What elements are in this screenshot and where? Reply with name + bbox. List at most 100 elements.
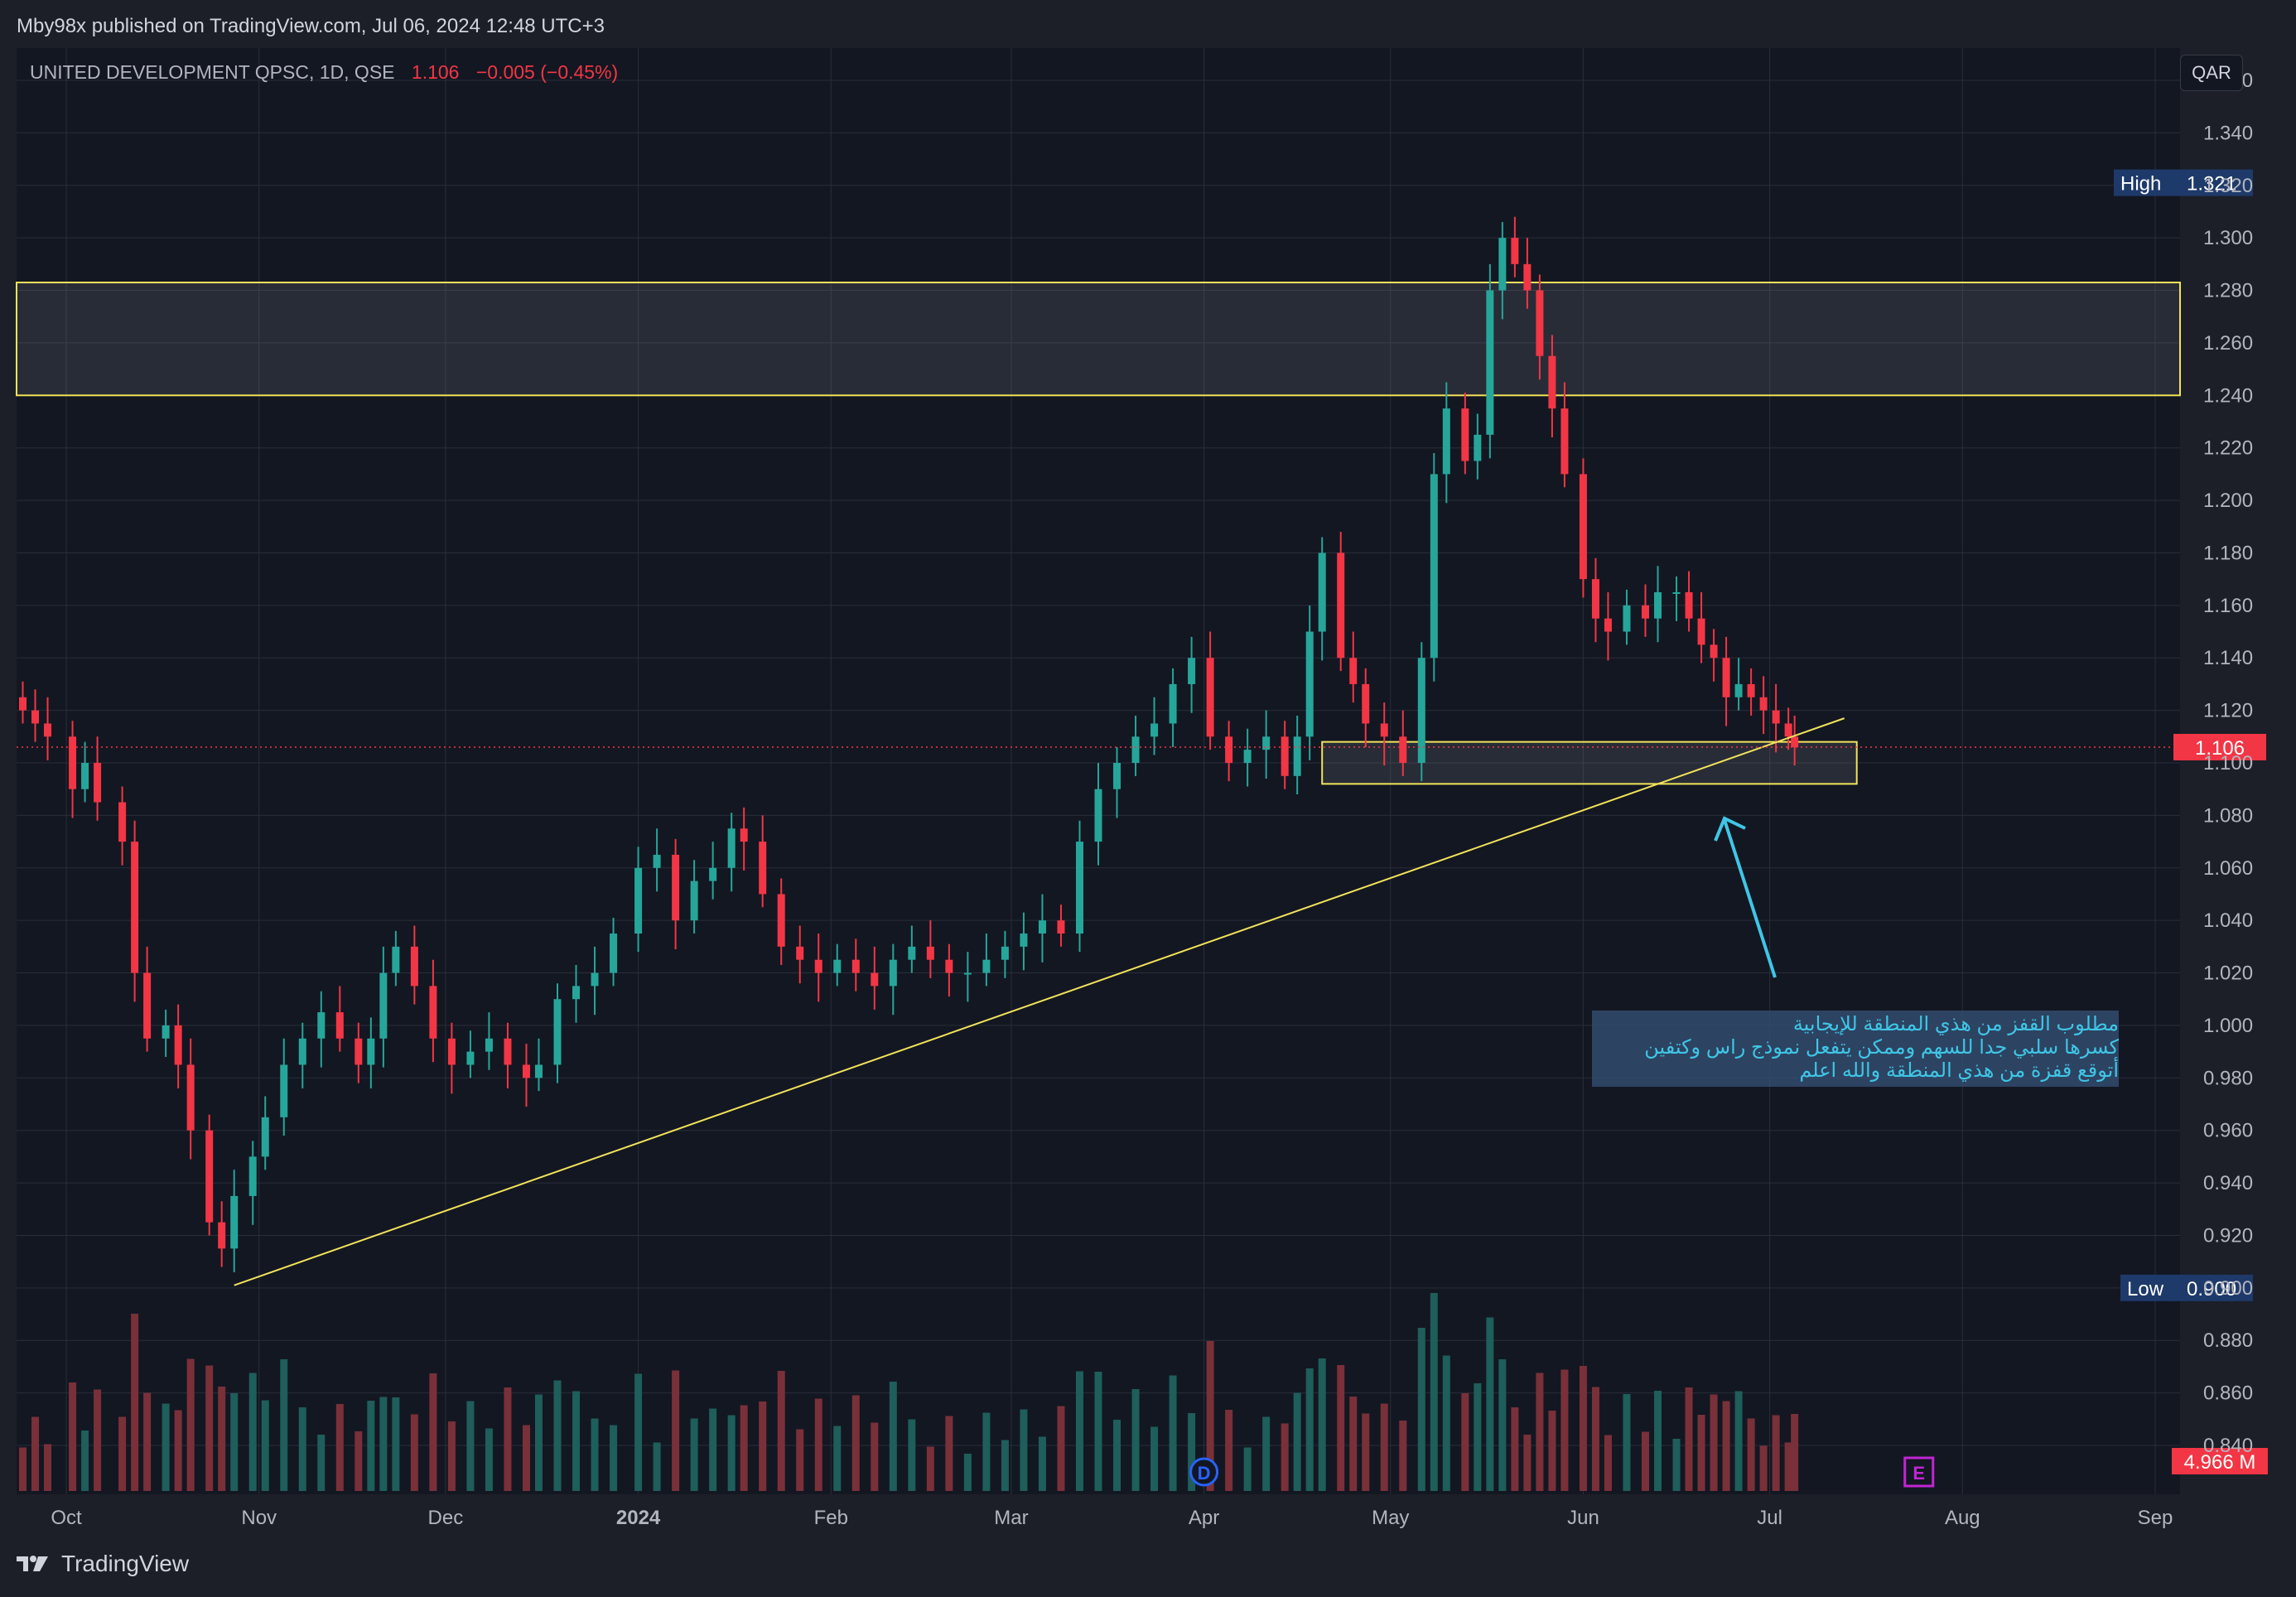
candle-body (81, 763, 89, 789)
time-tick-label: Aug (1945, 1507, 1980, 1529)
high-badge (2114, 169, 2253, 196)
candle-body (572, 986, 581, 1000)
candle-body (1784, 723, 1792, 737)
candle-body (1038, 920, 1046, 934)
annotation-box[interactable]: مطلوب القفز من هذي المنطقة للإيجابية كسر… (1592, 1011, 2119, 1087)
volume-bar (1461, 1393, 1469, 1491)
candle-body (522, 1064, 530, 1078)
volume-bar (1169, 1375, 1177, 1491)
price-tick-label: 1.060 (2203, 857, 2253, 880)
volume-bar (44, 1444, 52, 1491)
price-tick-label: 1.000 (2203, 1015, 2253, 1037)
volume-bar (280, 1359, 288, 1491)
candle-body (690, 881, 698, 921)
volume-bar (1560, 1369, 1569, 1491)
price-tick-label: 1.320 (2203, 175, 2253, 197)
candle-body (1747, 683, 1755, 697)
price-axis[interactable]: 1.3601.3401.3201.3001.2801.2601.2401.220… (2203, 70, 2253, 1457)
brand-name: TradingView (61, 1551, 190, 1576)
candle-body (1337, 552, 1345, 659)
candle-body (1623, 605, 1631, 632)
volume-bar (740, 1405, 748, 1491)
tradingview-brand[interactable]: TradingView (15, 1551, 189, 1577)
candle-body (1281, 736, 1289, 776)
volume-bar (367, 1401, 375, 1491)
volume-bar (1188, 1413, 1196, 1491)
candle-body (634, 867, 643, 934)
candle-body (1150, 723, 1159, 737)
candle-body (709, 867, 717, 881)
candle-body (44, 723, 52, 737)
candle-body (1772, 710, 1780, 724)
candle-body (392, 946, 400, 973)
candle-body (248, 1156, 257, 1196)
candle-body (174, 1025, 182, 1065)
annotation-line-2: كسرها سلبي جدا للسهم وممكن يتفعل نموذج ر… (1644, 1036, 2119, 1059)
volume-bar (1591, 1387, 1599, 1491)
volume-bar (889, 1382, 897, 1491)
candle-body (31, 710, 40, 724)
price-tick-label: 0.840 (2203, 1435, 2253, 1457)
candle-body (1262, 736, 1271, 750)
candle-body (1642, 605, 1650, 619)
trendline[interactable] (234, 717, 1845, 1286)
volume-bar (1474, 1383, 1482, 1491)
volume-bar (174, 1410, 182, 1491)
candle-body (591, 972, 599, 987)
volume-bar (1604, 1435, 1612, 1491)
candle-body (298, 1038, 306, 1065)
high-label: High (2120, 173, 2161, 195)
volume-bar (1131, 1389, 1140, 1491)
volume-label: 4.966 M (2184, 1451, 2256, 1474)
volume-bar (1548, 1411, 1556, 1491)
volume-bar (1759, 1445, 1768, 1491)
volume-bar (1523, 1435, 1531, 1491)
candle-body (1225, 736, 1233, 763)
volume-bar (1150, 1426, 1159, 1491)
time-axis[interactable]: Oct Nov Dec 2024 Feb Mar Apr May Jun Jul Aug Sep (51, 1507, 2173, 1529)
last-price-badge (2173, 733, 2266, 760)
volume-bar (1225, 1410, 1233, 1491)
time-tick-label: May (1372, 1507, 1409, 1529)
price-tick-label: 0.920 (2203, 1224, 2253, 1247)
price-tick-label: 1.240 (2203, 384, 2253, 407)
volume-bar (945, 1416, 953, 1491)
candle-body (1001, 946, 1009, 960)
volume-bar (1349, 1397, 1358, 1491)
candle-body (429, 986, 437, 1039)
candle-body (69, 736, 77, 789)
volume-bar (298, 1407, 306, 1491)
volume-bar (1747, 1418, 1755, 1491)
volume-bar (591, 1418, 599, 1491)
volume-bar (1623, 1394, 1631, 1491)
earnings-marker-icon (1903, 1456, 1935, 1488)
volume-bar (218, 1387, 226, 1491)
price-tick-label: 0.980 (2203, 1067, 2253, 1089)
volume-bar (1536, 1373, 1544, 1491)
volume-bar (1362, 1413, 1370, 1491)
price-tick-label: 1.020 (2203, 963, 2253, 985)
volume-bar (1697, 1415, 1705, 1491)
volume-bar (1417, 1328, 1425, 1491)
candle-body (1511, 238, 1519, 264)
volume-bar (410, 1414, 418, 1491)
price-tick-label: 1.280 (2203, 280, 2253, 302)
candle-body (162, 1025, 170, 1039)
arrow-shaft (1723, 819, 1777, 978)
low-value: 0.900 (2187, 1278, 2236, 1300)
currency-badge[interactable]: QAR (2180, 55, 2243, 91)
volume-bar (1206, 1341, 1214, 1491)
symbol-legend[interactable]: UNITED DEVELOPMENT QPSC, 1D, QSE 1.106 −… (30, 61, 618, 84)
support-resistance-zone (1321, 741, 1858, 785)
volume-bar (777, 1371, 785, 1491)
candle-body (143, 972, 152, 1039)
volume-bar (392, 1397, 400, 1491)
volume-bar (447, 1421, 456, 1491)
low-label: Low (2127, 1278, 2164, 1300)
volume-bars (19, 1293, 1799, 1491)
candle-body (1206, 658, 1214, 737)
price-tick-label: 1.300 (2203, 227, 2253, 249)
time-tick-label: Dec (428, 1507, 464, 1529)
candle-body (1654, 592, 1662, 619)
